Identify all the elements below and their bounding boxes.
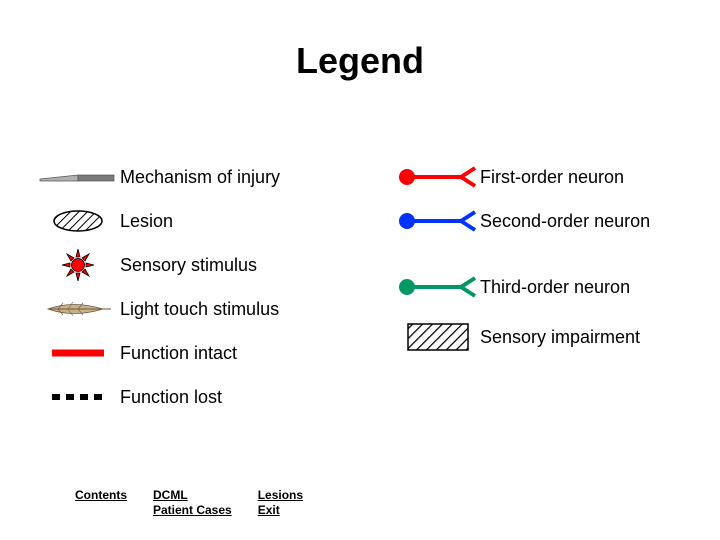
legend-row-neuron1: First-order neuron	[395, 155, 685, 199]
legend-row-neuron2: Second-order neuron	[395, 199, 685, 243]
scalpel-icon	[35, 167, 120, 187]
nav-contents[interactable]: Contents	[75, 488, 127, 503]
legend-row-fn-intact: Function intact	[35, 331, 375, 375]
legend-right-column: First-order neuron Second-order neuron	[395, 155, 685, 359]
legend-row-lesion: Lesion	[35, 199, 375, 243]
legend-label: Third-order neuron	[480, 277, 630, 298]
legend-row-light-touch: Light touch stimulus	[35, 287, 375, 331]
legend-label: Sensory stimulus	[120, 255, 257, 276]
nav-exit[interactable]: Exit	[258, 503, 303, 518]
legend-label: Mechanism of injury	[120, 167, 280, 188]
neuron-icon	[395, 274, 480, 300]
dashed-line-icon	[35, 391, 120, 403]
legend-label: Second-order neuron	[480, 211, 650, 232]
legend-row-fn-lost: Function lost	[35, 375, 375, 419]
nav-lesions[interactable]: Lesions	[258, 488, 303, 503]
sunburst-icon	[35, 248, 120, 282]
bottom-nav: Contents DCML Patient Cases Lesions Exit	[75, 488, 303, 518]
nav-patient-cases[interactable]: Patient Cases	[153, 503, 232, 518]
legend-label: Function intact	[120, 343, 237, 364]
legend-row-sensory: Sensory stimulus	[35, 243, 375, 287]
solid-line-icon	[35, 347, 120, 359]
legend-left-column: Mechanism of injury Lesion	[35, 155, 375, 419]
legend-row-mechanism: Mechanism of injury	[35, 155, 375, 199]
legend-label: Sensory impairment	[480, 327, 640, 348]
neuron-icon	[395, 208, 480, 234]
legend-label: Function lost	[120, 387, 222, 408]
legend-label: Lesion	[120, 211, 173, 232]
hatched-rect-icon	[395, 322, 480, 352]
legend-label: Light touch stimulus	[120, 299, 279, 320]
nav-dcml[interactable]: DCML	[153, 488, 232, 503]
legend-row-impairment: Sensory impairment	[395, 315, 685, 359]
legend-row-neuron3: Third-order neuron	[395, 265, 685, 309]
neuron-icon	[395, 164, 480, 190]
lesion-icon	[35, 208, 120, 234]
page-title: Legend	[0, 40, 720, 82]
feather-icon	[35, 298, 120, 320]
legend-label: First-order neuron	[480, 167, 624, 188]
